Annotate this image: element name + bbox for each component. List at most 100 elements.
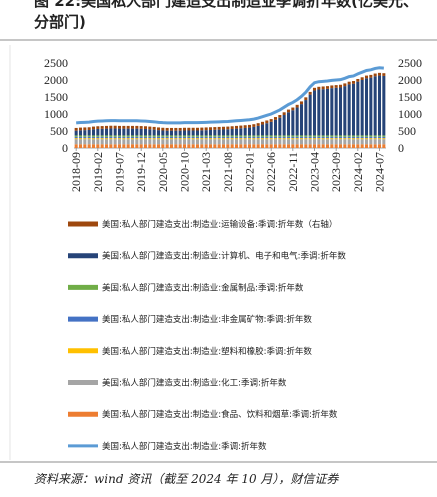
y2-tick-label: 0 xyxy=(398,141,404,155)
bar xyxy=(269,121,273,136)
bar xyxy=(265,138,269,140)
bar xyxy=(161,138,165,140)
bar xyxy=(213,127,217,130)
bar xyxy=(117,135,122,137)
bar xyxy=(234,125,239,129)
bar xyxy=(122,135,126,137)
bar xyxy=(204,144,208,148)
bar xyxy=(221,135,226,137)
bar xyxy=(308,94,312,136)
bar xyxy=(143,138,148,140)
bar xyxy=(338,135,343,137)
bar xyxy=(178,139,182,145)
bar xyxy=(330,136,334,139)
bar xyxy=(221,126,226,130)
bar xyxy=(122,138,126,140)
bar xyxy=(195,127,200,131)
bar xyxy=(360,80,364,136)
bar xyxy=(373,73,377,77)
bar xyxy=(377,72,382,76)
bar xyxy=(364,78,369,136)
bar xyxy=(204,139,208,145)
bar xyxy=(178,138,182,140)
y-tick-label: 0 xyxy=(62,141,68,155)
bar xyxy=(208,127,213,130)
bar xyxy=(360,144,364,148)
bar xyxy=(204,135,208,137)
bar xyxy=(83,144,87,148)
bar xyxy=(191,138,195,140)
bar xyxy=(113,144,117,148)
bar xyxy=(286,139,291,145)
bar xyxy=(334,135,338,137)
bar xyxy=(278,144,282,148)
bar xyxy=(204,127,208,131)
bar xyxy=(187,144,191,148)
legend-label: 美国:私人部门建造支出:制造业:非金属矿物:季调:折年数 xyxy=(102,314,312,325)
bar xyxy=(135,138,139,140)
bar xyxy=(200,127,204,131)
bar xyxy=(351,136,356,139)
bar xyxy=(204,130,208,136)
bar xyxy=(74,135,78,137)
bar xyxy=(286,112,291,136)
bar xyxy=(87,136,91,139)
bar xyxy=(143,144,148,148)
bar xyxy=(343,86,347,136)
bar xyxy=(78,130,83,136)
bar xyxy=(343,139,347,145)
bar xyxy=(139,128,143,136)
bar xyxy=(165,135,169,137)
bar xyxy=(330,88,334,136)
bar xyxy=(304,138,308,140)
bar xyxy=(195,136,200,139)
x-tick-label: 2019-02 xyxy=(91,152,105,192)
bar xyxy=(182,127,187,131)
bar xyxy=(278,115,282,118)
y2-tick-label: 1000 xyxy=(398,107,422,121)
bar xyxy=(347,136,351,139)
y-tick-label: 1000 xyxy=(44,107,68,121)
bar xyxy=(74,144,78,148)
bar xyxy=(139,138,143,140)
bar xyxy=(104,128,109,136)
bar xyxy=(161,144,165,148)
bar xyxy=(247,136,252,139)
bar xyxy=(325,86,330,89)
bar xyxy=(122,144,126,148)
bar xyxy=(109,144,113,148)
bar xyxy=(226,135,230,137)
bar xyxy=(364,138,369,140)
bar xyxy=(217,139,221,145)
bar xyxy=(304,97,308,101)
bar xyxy=(104,136,109,139)
bar xyxy=(213,136,217,139)
bar xyxy=(334,144,338,148)
bar xyxy=(143,128,148,136)
bar xyxy=(282,115,286,136)
bar xyxy=(126,144,130,148)
bar xyxy=(299,144,304,148)
x-tick-label: 2022-01 xyxy=(243,152,257,192)
bar xyxy=(78,135,83,137)
bar xyxy=(351,139,356,145)
bar xyxy=(161,135,165,137)
bar xyxy=(78,144,83,148)
bar xyxy=(308,138,312,140)
bar xyxy=(217,129,221,136)
bar xyxy=(230,136,234,139)
bar xyxy=(291,136,295,139)
bar xyxy=(282,112,286,116)
bar xyxy=(143,139,148,145)
y-tick-label: 500 xyxy=(50,124,68,138)
bar xyxy=(247,144,252,148)
bar xyxy=(139,136,143,139)
bar xyxy=(117,138,122,140)
bar xyxy=(278,117,282,136)
legend-label: 美国:私人部门建造支出:制造业:季调:折年数 xyxy=(102,441,267,452)
bar xyxy=(113,139,117,145)
bar xyxy=(226,136,230,139)
bar xyxy=(148,139,152,145)
bar xyxy=(182,136,187,139)
bar xyxy=(382,135,386,137)
